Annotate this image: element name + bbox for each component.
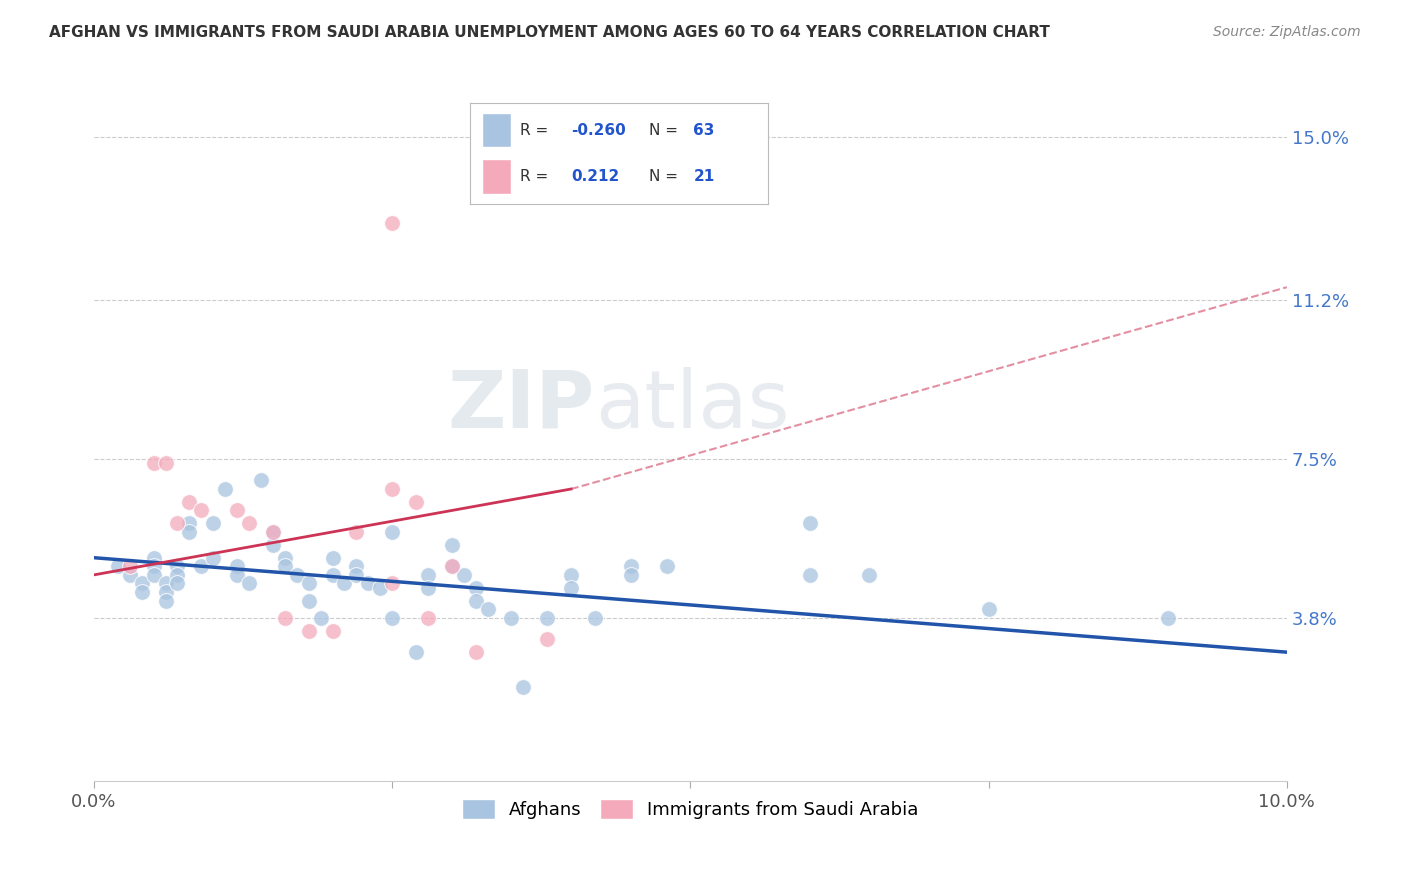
Point xyxy=(262,524,284,539)
Point xyxy=(131,576,153,591)
Point xyxy=(155,593,177,607)
Point xyxy=(107,559,129,574)
Point xyxy=(464,581,486,595)
Point xyxy=(321,567,343,582)
Point xyxy=(368,581,391,595)
Point xyxy=(298,624,321,638)
Point xyxy=(142,567,165,582)
Point xyxy=(262,524,284,539)
Point xyxy=(142,559,165,574)
Point xyxy=(190,503,212,517)
Point xyxy=(321,550,343,565)
Point xyxy=(560,581,582,595)
Point xyxy=(179,516,201,531)
Point xyxy=(274,559,297,574)
Point xyxy=(583,611,606,625)
Point xyxy=(142,456,165,470)
Text: ZIP: ZIP xyxy=(447,367,595,445)
Point xyxy=(1156,611,1178,625)
Point xyxy=(858,567,880,582)
Point xyxy=(344,559,367,574)
Point xyxy=(381,524,404,539)
Point xyxy=(274,611,297,625)
Point xyxy=(333,576,356,591)
Point xyxy=(405,645,427,659)
Point xyxy=(155,585,177,599)
Point xyxy=(655,559,678,574)
Point xyxy=(799,567,821,582)
Point xyxy=(464,645,486,659)
Point xyxy=(226,567,249,582)
Point xyxy=(190,559,212,574)
Point xyxy=(298,576,321,591)
Point xyxy=(799,516,821,531)
Point xyxy=(202,516,225,531)
Point xyxy=(464,593,486,607)
Point xyxy=(166,516,188,531)
Text: Source: ZipAtlas.com: Source: ZipAtlas.com xyxy=(1213,25,1361,39)
Point xyxy=(166,559,188,574)
Point xyxy=(620,559,643,574)
Point xyxy=(155,456,177,470)
Point xyxy=(560,567,582,582)
Point xyxy=(226,559,249,574)
Point xyxy=(357,576,380,591)
Point xyxy=(440,559,463,574)
Point xyxy=(321,624,343,638)
Point xyxy=(453,567,475,582)
Point xyxy=(512,680,534,694)
Text: AFGHAN VS IMMIGRANTS FROM SAUDI ARABIA UNEMPLOYMENT AMONG AGES 60 TO 64 YEARS CO: AFGHAN VS IMMIGRANTS FROM SAUDI ARABIA U… xyxy=(49,25,1050,40)
Point xyxy=(440,559,463,574)
Point xyxy=(262,538,284,552)
Point xyxy=(344,524,367,539)
Point xyxy=(179,524,201,539)
Point xyxy=(381,482,404,496)
Point xyxy=(416,611,439,625)
Point xyxy=(118,567,141,582)
Point xyxy=(344,567,367,582)
Point xyxy=(405,495,427,509)
Point xyxy=(977,602,1000,616)
Point xyxy=(250,474,273,488)
Point xyxy=(118,559,141,574)
Legend: Afghans, Immigrants from Saudi Arabia: Afghans, Immigrants from Saudi Arabia xyxy=(456,792,925,826)
Point xyxy=(274,550,297,565)
Point xyxy=(202,550,225,565)
Point xyxy=(416,581,439,595)
Point xyxy=(416,567,439,582)
Point xyxy=(131,585,153,599)
Point xyxy=(214,482,236,496)
Point xyxy=(309,611,332,625)
Point xyxy=(238,516,260,531)
Point xyxy=(536,632,558,647)
Point xyxy=(501,611,523,625)
Point xyxy=(166,567,188,582)
Point xyxy=(285,567,308,582)
Point xyxy=(298,593,321,607)
Point xyxy=(440,538,463,552)
Point xyxy=(477,602,499,616)
Point xyxy=(142,550,165,565)
Text: atlas: atlas xyxy=(595,367,789,445)
Point xyxy=(536,611,558,625)
Point xyxy=(381,611,404,625)
Point xyxy=(166,576,188,591)
Point xyxy=(381,576,404,591)
Point xyxy=(620,567,643,582)
Point xyxy=(155,576,177,591)
Point xyxy=(238,576,260,591)
Point xyxy=(226,503,249,517)
Point xyxy=(179,495,201,509)
Point xyxy=(381,216,404,230)
